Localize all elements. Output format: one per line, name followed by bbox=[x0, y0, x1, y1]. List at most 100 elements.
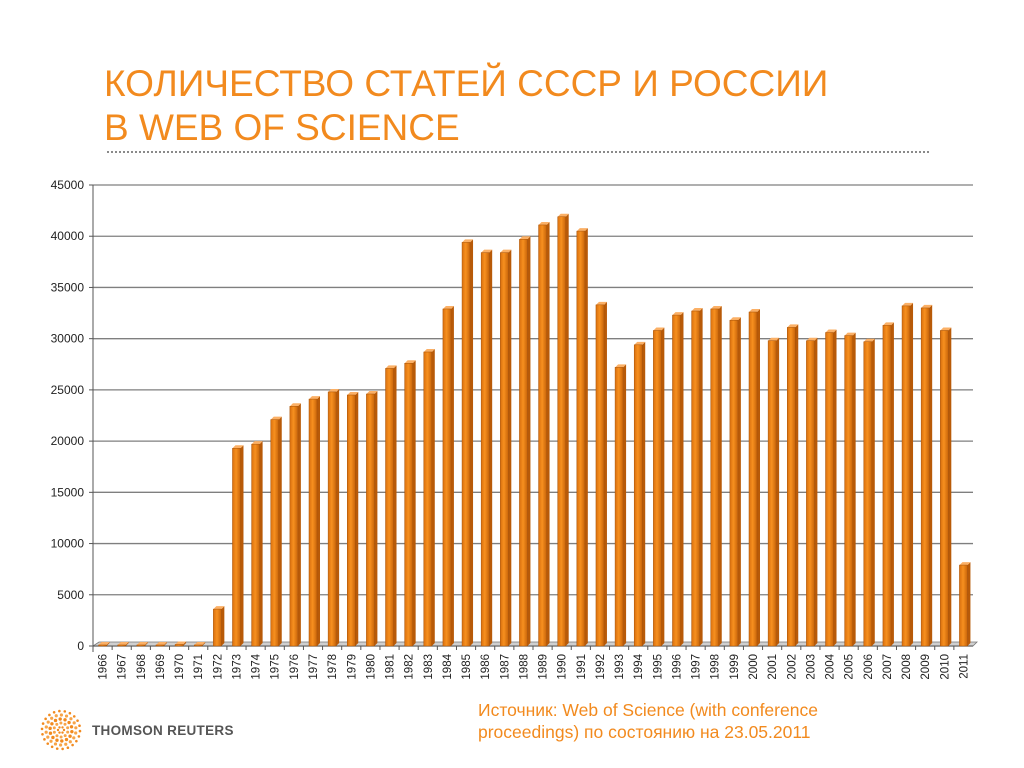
x-tick-label: 1985 bbox=[461, 654, 473, 680]
bar-side bbox=[910, 302, 914, 646]
logo-dot bbox=[72, 715, 76, 718]
bar-1993 bbox=[614, 364, 627, 647]
logo-dot bbox=[48, 726, 52, 731]
bar-front bbox=[633, 344, 643, 647]
logo-dot bbox=[46, 720, 50, 724]
logo-dot bbox=[51, 735, 55, 740]
logo-dot bbox=[64, 714, 69, 718]
bar-top bbox=[519, 236, 531, 240]
logo-dot bbox=[68, 740, 72, 744]
x-tick-label: 2008 bbox=[901, 654, 913, 680]
chart-floor bbox=[91, 641, 978, 647]
logo-dot bbox=[62, 728, 66, 732]
bar-front bbox=[347, 394, 356, 647]
bar-side bbox=[297, 403, 301, 646]
bar-2008 bbox=[901, 302, 914, 647]
bar-1976 bbox=[289, 403, 301, 647]
logo-dot bbox=[63, 710, 67, 713]
bar-front bbox=[289, 406, 299, 647]
x-tick-label: 1986 bbox=[480, 654, 492, 680]
logo-dot bbox=[41, 722, 45, 725]
logo-dot bbox=[61, 726, 64, 729]
bar-top bbox=[921, 304, 933, 308]
x-tick-label: 1981 bbox=[385, 654, 397, 680]
bar-front bbox=[155, 644, 165, 647]
x-tick-label: 1984 bbox=[442, 653, 454, 679]
bar-side bbox=[929, 304, 933, 646]
bar-1966 bbox=[98, 641, 110, 647]
bar-side bbox=[890, 322, 894, 646]
x-tick-label: 2002 bbox=[786, 654, 798, 680]
bar-front bbox=[767, 340, 777, 647]
bar-1968 bbox=[136, 641, 148, 647]
x-tick-label: 1998 bbox=[710, 654, 722, 680]
bar-1994 bbox=[633, 341, 646, 647]
bar-front bbox=[576, 230, 586, 647]
bar-side bbox=[527, 236, 531, 646]
bar-1989 bbox=[538, 221, 550, 647]
x-tick-label: 2005 bbox=[844, 654, 856, 680]
logo-dot bbox=[50, 716, 54, 720]
bar-1970 bbox=[174, 641, 187, 647]
bar-top bbox=[385, 365, 397, 369]
logo-dot bbox=[52, 730, 56, 734]
bar-side bbox=[814, 337, 818, 646]
y-tick-label: 25000 bbox=[51, 383, 85, 397]
bar-top bbox=[442, 305, 454, 309]
bar-front bbox=[174, 644, 184, 647]
bar-top bbox=[806, 337, 818, 341]
bar-front bbox=[787, 327, 796, 647]
bar-front bbox=[251, 443, 260, 647]
bar-top bbox=[729, 317, 741, 321]
bar-top bbox=[691, 308, 703, 312]
y-tick-label: 20000 bbox=[51, 434, 85, 448]
logo-dot bbox=[72, 721, 76, 725]
logo-dot bbox=[67, 720, 71, 725]
bar-front bbox=[710, 308, 719, 647]
y-axis-tick-labels: 0 5000 10000 15000 20000 25000 30000 35000 40000… bbox=[51, 178, 85, 653]
bar-side bbox=[642, 341, 646, 646]
bar-front bbox=[500, 252, 509, 647]
x-tick-label: 1979 bbox=[346, 654, 358, 680]
bar-1967 bbox=[117, 641, 129, 647]
y-tick-label: 10000 bbox=[51, 537, 85, 551]
logo-dot bbox=[61, 731, 64, 734]
bar-2010 bbox=[940, 327, 952, 647]
x-tick-label: 1967 bbox=[117, 654, 129, 680]
bar-side bbox=[163, 641, 167, 646]
page-title-line-2: В WEB OF SCIENCE bbox=[104, 107, 460, 148]
bar-1980 bbox=[366, 390, 378, 647]
bar-top bbox=[289, 403, 301, 407]
bar-top bbox=[844, 332, 856, 336]
bar-front bbox=[806, 340, 815, 647]
logo-text: THOMSON REUTERS bbox=[92, 722, 234, 738]
bar-top bbox=[175, 641, 187, 645]
bar-chart: 0 5000 10000 15000 20000 25000 30000 35000 40000… bbox=[51, 178, 978, 680]
bar-side bbox=[240, 445, 244, 646]
bar-front bbox=[940, 330, 949, 647]
bar-front bbox=[825, 332, 834, 647]
bar-front bbox=[270, 419, 279, 647]
thomson-reuters-logo: THOMSON REUTERS bbox=[38, 706, 234, 754]
bar-top bbox=[710, 305, 722, 309]
title-divider bbox=[107, 151, 929, 153]
logo-dot bbox=[54, 714, 58, 718]
logo-dot bbox=[64, 742, 68, 746]
x-tick-label: 1977 bbox=[308, 654, 320, 680]
logo-dot bbox=[77, 735, 81, 738]
bar-front bbox=[423, 351, 433, 647]
bar-1982 bbox=[404, 360, 416, 647]
y-tick-label: 35000 bbox=[51, 280, 85, 294]
logo-dot bbox=[74, 726, 78, 730]
y-tick-label: 0 bbox=[77, 639, 84, 653]
bar-top bbox=[404, 360, 416, 364]
bar-top bbox=[615, 364, 627, 368]
bar-side bbox=[355, 392, 359, 646]
bar-top bbox=[634, 341, 646, 345]
bar-top bbox=[232, 445, 244, 449]
logo-dot bbox=[64, 737, 69, 742]
bar-1972 bbox=[213, 606, 225, 647]
bar-2006 bbox=[863, 338, 875, 647]
x-tick-label: 1966 bbox=[98, 654, 110, 680]
bar-front bbox=[117, 644, 126, 647]
